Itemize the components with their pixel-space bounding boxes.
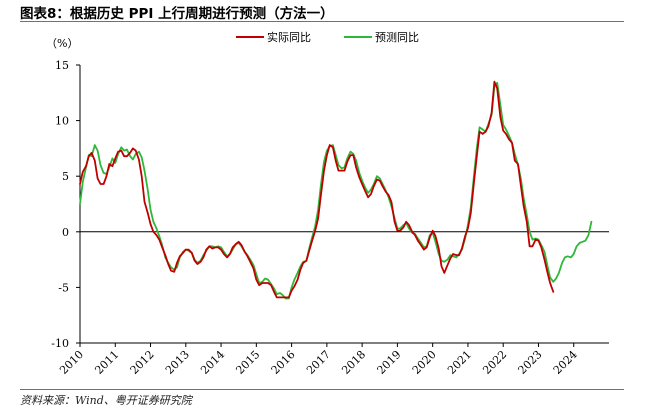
footer-divider <box>20 389 624 390</box>
x-tick-label: 2019 <box>375 348 404 377</box>
x-tick-label: 2021 <box>445 348 474 377</box>
y-tick-label: -5 <box>58 281 69 294</box>
x-tick-label: 2013 <box>163 348 192 377</box>
figure-title: 图表8：根据历史 PPI 上行周期进行预测（方法一） <box>20 6 334 22</box>
source-note: 资料来源：Wind、粤开证券研究院 <box>20 394 192 407</box>
x-tick-label: 2024 <box>551 348 580 377</box>
y-tick-label: -10 <box>51 337 69 350</box>
x-tick-label: 2023 <box>516 348 545 377</box>
x-tick-label: 2020 <box>410 348 439 377</box>
x-tick-label: 2015 <box>233 348 262 377</box>
x-tick-label: 2016 <box>269 348 298 377</box>
x-tick-label: 2010 <box>57 348 86 377</box>
legend-actual-label: 实际同比 <box>267 30 311 44</box>
x-tick-label: 2014 <box>198 348 227 377</box>
x-axis: 2010 2011 2012 2013 2014 2015 2016 2017 2018 2019… <box>57 342 609 377</box>
y-axis: -10 -5 0 5 10 15 <box>51 59 81 350</box>
x-tick-label: 2011 <box>92 348 121 377</box>
y-tick-label: 0 <box>62 226 69 239</box>
x-tick-label: 2012 <box>128 348 157 377</box>
series-lines <box>79 80 593 300</box>
title-divider <box>20 21 624 22</box>
actual-yoy-line <box>79 80 555 299</box>
forecast-yoy-line <box>79 81 593 300</box>
x-tick-label: 2018 <box>339 348 368 377</box>
y-tick-label: 15 <box>55 59 69 72</box>
x-tick-label: 2022 <box>480 348 509 377</box>
y-tick-label: 10 <box>55 115 69 128</box>
legend: 实际同比 预测同比 <box>236 30 419 44</box>
y-unit-label: （%） <box>46 37 78 50</box>
legend-forecast-label: 预测同比 <box>375 31 419 44</box>
y-tick-label: 5 <box>62 170 69 183</box>
x-tick-label: 2017 <box>304 348 333 377</box>
